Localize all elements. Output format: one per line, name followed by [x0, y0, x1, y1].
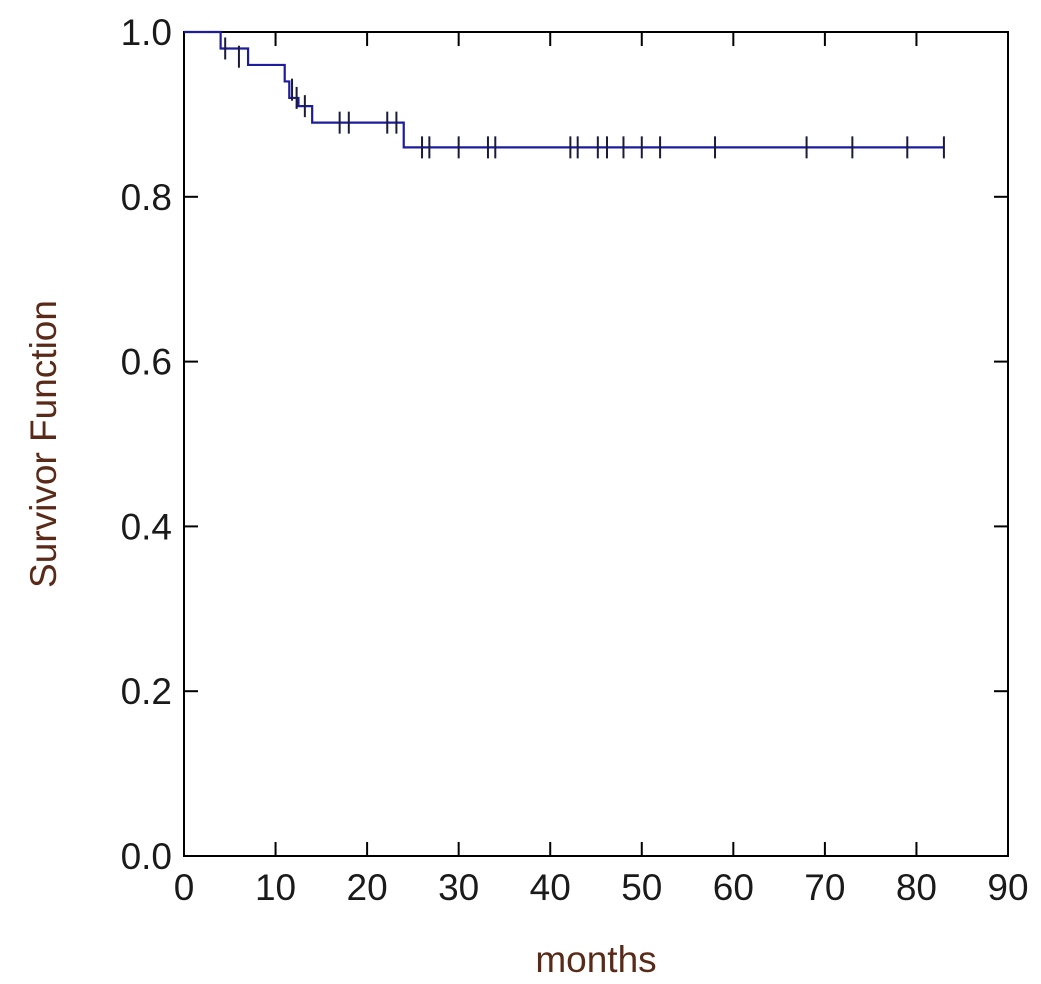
x-tick-label: 30 — [438, 867, 479, 908]
y-tick-label: 0.0 — [121, 836, 172, 877]
x-tick-label: 90 — [987, 867, 1028, 908]
x-axis-title: months — [535, 939, 656, 980]
y-tick-label: 1.0 — [121, 12, 172, 53]
x-tick-label: 60 — [713, 867, 754, 908]
y-axis-ticks: 0.0 0.2 0.4 0.6 0.8 1.0 — [121, 12, 1008, 877]
y-tick-label: 0.6 — [121, 342, 172, 383]
y-tick-label: 0.2 — [121, 671, 172, 712]
x-tick-label: 70 — [804, 867, 845, 908]
x-tick-label: 0 — [174, 867, 195, 908]
y-axis-title: Survivor Function — [23, 300, 64, 588]
series-layer — [184, 30, 945, 159]
x-tick-label: 20 — [347, 867, 388, 908]
y-tick-label: 0.8 — [121, 177, 172, 218]
x-tick-label: 10 — [255, 867, 296, 908]
x-tick-label: 50 — [621, 867, 662, 908]
survival-step-line — [184, 30, 944, 149]
plot-frame — [183, 31, 1009, 857]
x-tick-label: 40 — [530, 867, 571, 908]
x-tick-label: 80 — [896, 867, 937, 908]
x-axis-ticks: 0 10 20 30 40 50 60 70 80 90 — [174, 32, 1029, 908]
y-tick-label: 0.4 — [121, 506, 172, 547]
